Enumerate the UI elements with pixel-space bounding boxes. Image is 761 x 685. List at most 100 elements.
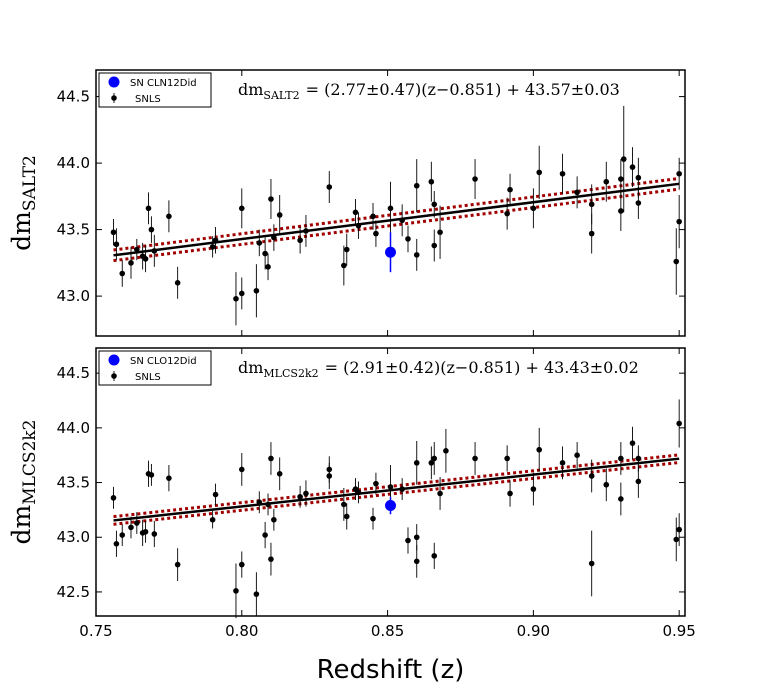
- data-point: [588, 473, 595, 479]
- data-point: [253, 287, 260, 294]
- data-point: [233, 295, 239, 302]
- data-point: [142, 528, 149, 535]
- y-tick-label: 44.5: [57, 364, 90, 382]
- x-tick-label: 0.90: [517, 622, 550, 640]
- y-tick-label: 42.5: [57, 583, 90, 601]
- equation-lhs: dm: [238, 80, 263, 99]
- legend: SN CLN12Did SNLS: [98, 72, 212, 108]
- data-point: [574, 189, 580, 196]
- fit-confidence-line: [113, 453, 680, 519]
- data-point: [507, 186, 513, 193]
- data-point: [253, 591, 260, 597]
- data-point: [174, 280, 181, 286]
- data-point: [437, 490, 443, 497]
- data-point: [618, 455, 624, 462]
- data-point: [326, 184, 333, 190]
- data-point: [399, 486, 405, 492]
- data-point: [387, 484, 394, 490]
- data-point: [271, 516, 277, 523]
- legend-marker-snls: [111, 373, 117, 379]
- data-point: [437, 229, 443, 236]
- data-point: [413, 534, 420, 541]
- data-point: [238, 466, 245, 473]
- data-point: [559, 170, 566, 177]
- data-point: [431, 242, 438, 249]
- data-point: [262, 250, 268, 257]
- data-point: [119, 270, 126, 277]
- data-point: [209, 516, 216, 523]
- data-point: [618, 496, 624, 502]
- data-point: [603, 481, 610, 488]
- data-point: [128, 260, 134, 266]
- data-point: [370, 213, 376, 220]
- data-point: [148, 226, 155, 233]
- data-point: [174, 561, 181, 568]
- data-point: [620, 156, 627, 162]
- data-point: [212, 237, 219, 244]
- y-tick-label: 44.0: [57, 419, 90, 437]
- fit-line: [113, 457, 680, 522]
- data-point: [268, 455, 274, 462]
- data-point: [536, 169, 543, 176]
- data-point: [166, 213, 172, 220]
- data-point: [373, 480, 379, 487]
- fit-confidence-line: [113, 187, 680, 263]
- data-point: [405, 537, 411, 544]
- y-axis-label: dmSALT2: [7, 155, 40, 251]
- chart-panel-bottom: 0.75 0.80 0.85 0.90 0.95 42.5 43.0 43.5 44.0 44.5…: [7, 347, 696, 685]
- data-point: [355, 222, 362, 229]
- data-point: [268, 556, 274, 562]
- data-point: [134, 520, 140, 526]
- data-point: [276, 470, 283, 477]
- data-point: [212, 491, 219, 498]
- data-point: [443, 448, 449, 454]
- plot-frame: [95, 69, 686, 337]
- data-point: [341, 262, 347, 269]
- y-tick-label: 44.5: [57, 88, 90, 106]
- data-point: [276, 212, 283, 218]
- data-point: [504, 210, 510, 217]
- highlight-point: [385, 500, 396, 512]
- data-point: [635, 200, 642, 206]
- data-point: [676, 170, 682, 177]
- data-point: [303, 490, 309, 497]
- fit-confidence-line: [113, 177, 680, 252]
- data-point: [233, 588, 239, 594]
- highlight-point: [385, 246, 396, 258]
- data-point: [238, 290, 245, 297]
- data-point: [603, 178, 610, 185]
- data-point: [507, 490, 513, 497]
- data-point: [431, 553, 438, 559]
- legend: SN CLO12Did SNLS: [98, 350, 212, 386]
- y-axis-label: dmMLCS2k2: [7, 419, 40, 544]
- y-tick-label: 43.0: [57, 528, 90, 546]
- data-point: [303, 228, 309, 234]
- data-point: [413, 252, 420, 258]
- data-point: [370, 515, 376, 522]
- data-point: [352, 209, 359, 216]
- data-point: [262, 532, 268, 538]
- fit-confidence-line: [113, 461, 680, 526]
- legend-marker-snls: [111, 95, 117, 101]
- x-tick-label: 0.80: [225, 622, 258, 640]
- data-point: [151, 248, 158, 254]
- data-point: [618, 208, 624, 214]
- data-point: [676, 218, 682, 225]
- data-point: [574, 452, 580, 459]
- legend-label-highlight: SN CLN12Did: [130, 78, 197, 89]
- legend-label-snls: SNLS: [135, 94, 161, 105]
- x-axis-label: Redshift (z): [317, 655, 465, 685]
- plot-frame: [95, 347, 686, 617]
- data-point: [265, 501, 271, 508]
- data-point: [629, 164, 636, 170]
- data-point: [673, 536, 680, 543]
- data-point: [166, 475, 172, 481]
- equation-lhs-sub: SALT2: [263, 89, 299, 102]
- data-point: [413, 182, 420, 189]
- data-point: [413, 558, 420, 565]
- data-point: [635, 455, 642, 462]
- data-point: [297, 237, 303, 244]
- data-point: [635, 174, 642, 181]
- y-axis-label-sub: SALT2: [20, 155, 40, 211]
